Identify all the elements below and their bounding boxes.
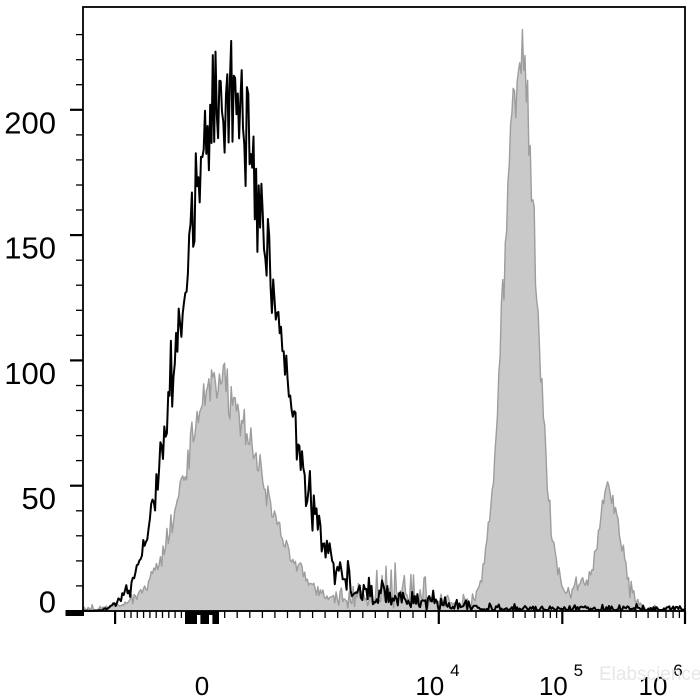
svg-text:10: 10 <box>415 671 444 700</box>
svg-text:200: 200 <box>4 105 56 140</box>
svg-text:Elabscience: Elabscience <box>599 664 700 685</box>
svg-text:0: 0 <box>39 585 56 620</box>
svg-text:100: 100 <box>4 356 56 391</box>
svg-text:50: 50 <box>22 481 56 516</box>
svg-text:10: 10 <box>539 671 568 700</box>
svg-text:150: 150 <box>4 231 56 266</box>
svg-text:4: 4 <box>450 661 459 680</box>
svg-text:0: 0 <box>195 671 209 700</box>
svg-text:5: 5 <box>574 661 583 680</box>
